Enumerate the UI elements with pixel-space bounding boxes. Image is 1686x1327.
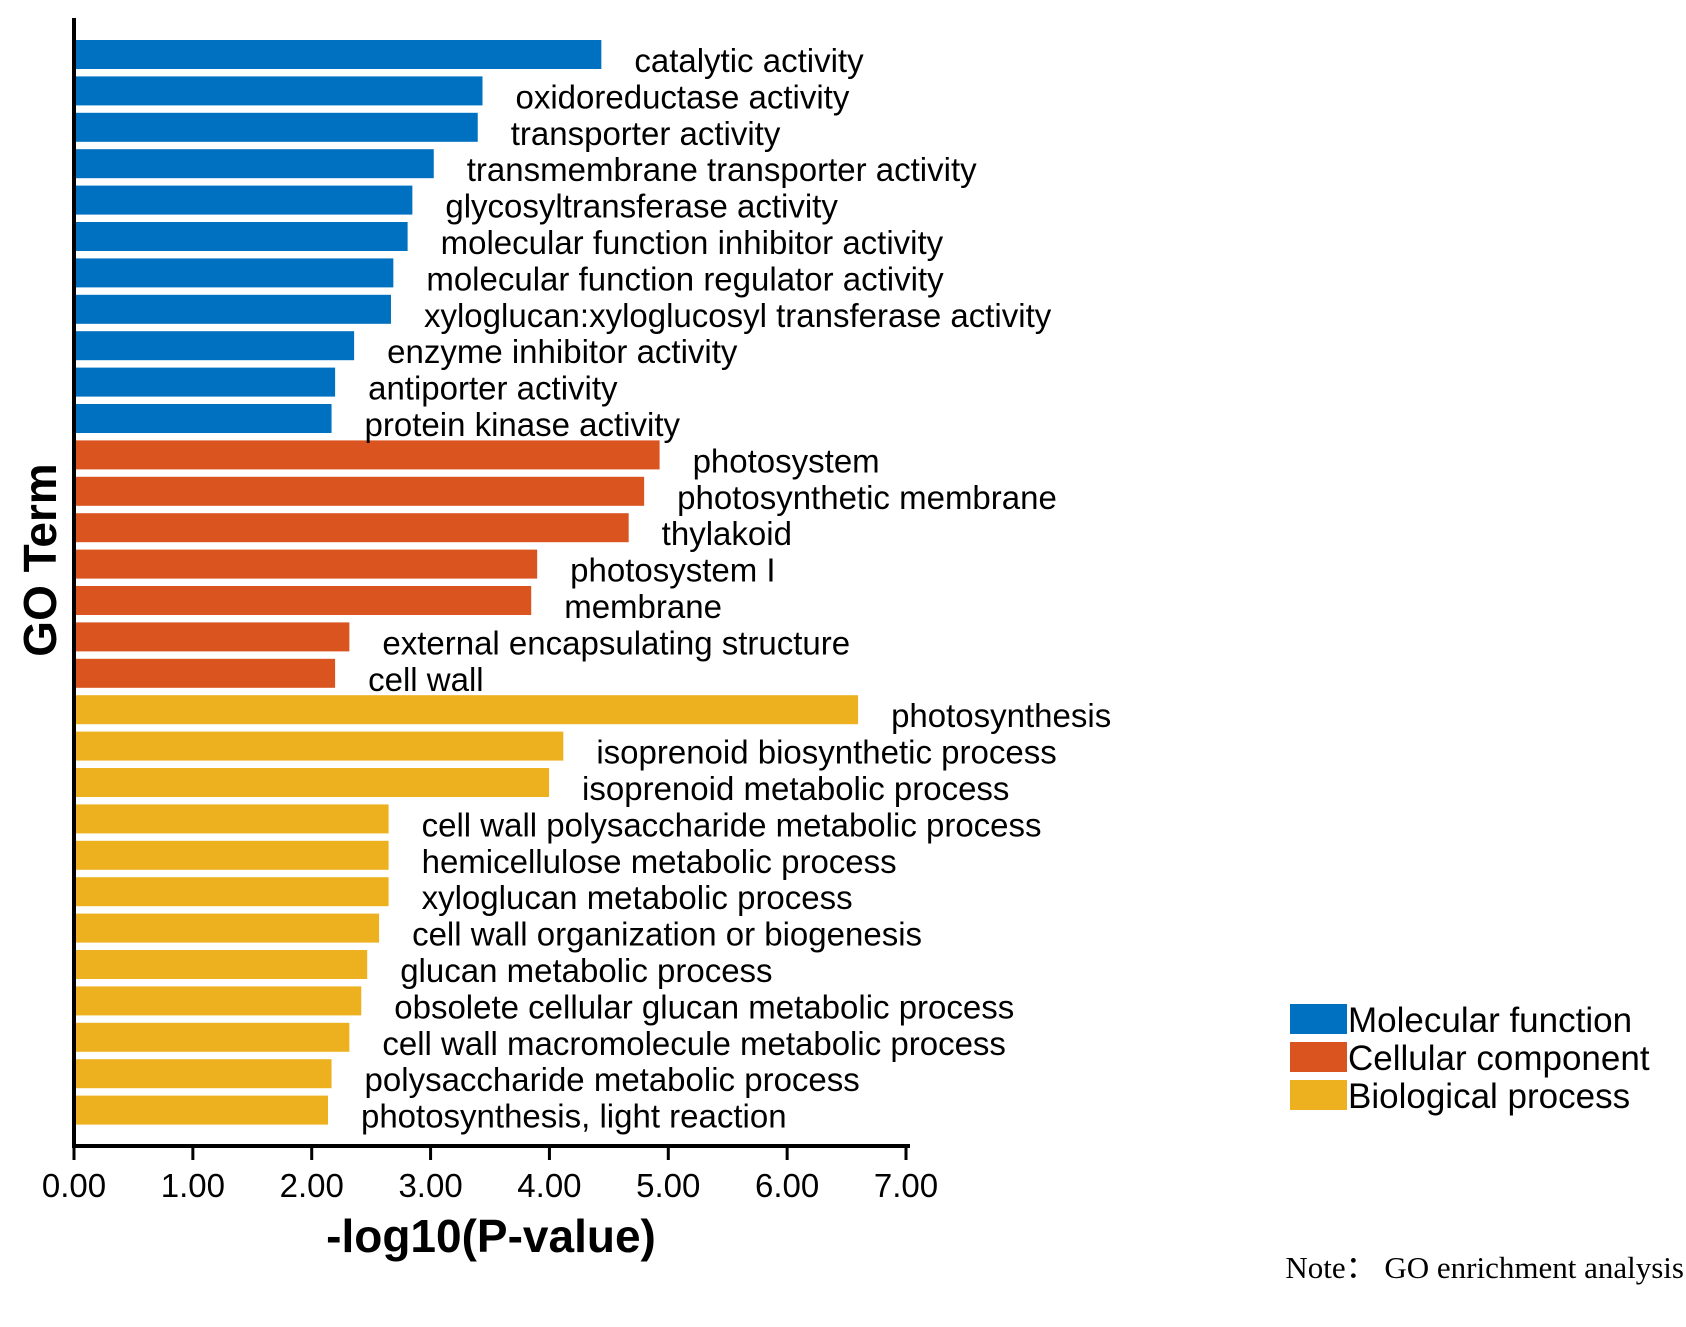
bar-label: molecular function regulator activity xyxy=(426,260,944,297)
bar xyxy=(76,549,538,579)
bar xyxy=(76,476,645,506)
bar xyxy=(76,40,602,69)
bar-label: photosystem xyxy=(693,442,880,479)
bar-label: glycosyltransferase activity xyxy=(445,188,838,225)
legend-label: Biological process xyxy=(1348,1077,1630,1116)
bar xyxy=(76,768,550,797)
bar-label: cell wall macromolecule metabolic proces… xyxy=(382,1025,1006,1062)
bar-label: photosystem I xyxy=(570,552,775,589)
bar xyxy=(76,149,434,179)
bar-label: hemicellulose metabolic process xyxy=(422,843,897,880)
legend-swatch xyxy=(1290,1042,1347,1072)
bar-label: xyloglucan metabolic process xyxy=(422,879,853,916)
bar-label: transmembrane transporter activity xyxy=(467,151,977,188)
bar xyxy=(76,950,368,979)
bar xyxy=(76,1095,328,1125)
bar-label: cell wall organization or biogenesis xyxy=(412,916,922,953)
bar xyxy=(76,440,660,470)
bar-label: photosynthesis xyxy=(891,697,1111,734)
legend-label: Molecular function xyxy=(1348,1001,1632,1040)
bar xyxy=(76,840,389,870)
x-tick-label: 2.00 xyxy=(280,1167,344,1204)
bar xyxy=(76,185,413,215)
bar-label: photosynthesis, light reaction xyxy=(361,1098,787,1135)
x-tick-label: 3.00 xyxy=(398,1167,462,1204)
bar-label: cell wall xyxy=(368,661,484,698)
bar xyxy=(76,112,478,142)
bar xyxy=(76,76,483,106)
bar xyxy=(76,404,332,433)
x-axis-title: -log10(P-value) xyxy=(326,1210,656,1262)
bar xyxy=(76,695,859,725)
x-ticks-group: 0.00 1.00 2.00 3.00 4.00 5.00 6.00 7.00 xyxy=(42,1146,938,1204)
bar xyxy=(76,586,532,615)
bar-label: transporter activity xyxy=(511,115,781,152)
bar xyxy=(76,331,355,361)
x-tick-label: 5.00 xyxy=(636,1167,700,1204)
bar-label: membrane xyxy=(564,588,722,625)
bar-label: isoprenoid metabolic process xyxy=(582,770,1009,807)
y-axis-title: GO Term xyxy=(14,463,66,656)
bar xyxy=(76,731,564,761)
bar-label: molecular function inhibitor activity xyxy=(441,224,944,261)
bar-label: catalytic activity xyxy=(634,42,864,79)
legend-swatch xyxy=(1290,1004,1347,1034)
bar-label: antiporter activity xyxy=(368,370,618,407)
bar-label: polysaccharide metabolic process xyxy=(365,1061,860,1098)
bar-label: protein kinase activity xyxy=(365,406,681,443)
bar xyxy=(76,622,350,652)
bar xyxy=(76,986,362,1016)
note-text: Note： GO enrichment analysis xyxy=(1285,1250,1684,1285)
bar xyxy=(76,877,389,907)
bar-label: enzyme inhibitor activity xyxy=(387,333,738,370)
bar xyxy=(76,258,394,288)
legend-label: Cellular component xyxy=(1348,1039,1650,1078)
legend-swatch xyxy=(1290,1080,1347,1110)
bar-label: glucan metabolic process xyxy=(400,952,772,989)
bar-label: thylakoid xyxy=(662,515,792,552)
bar-label: oxidoreductase activity xyxy=(515,78,849,115)
bar-label: cell wall polysaccharide metabolic proce… xyxy=(422,806,1042,843)
bar-label: external encapsulating structure xyxy=(382,624,850,661)
bar-label: photosynthetic membrane xyxy=(677,479,1057,516)
bar xyxy=(76,913,380,943)
bar-label: obsolete cellular glucan metabolic proce… xyxy=(394,988,1014,1025)
bar-label: isoprenoid biosynthetic process xyxy=(596,734,1056,771)
bar xyxy=(76,513,629,543)
bar xyxy=(76,658,336,688)
x-tick-label: 7.00 xyxy=(874,1167,938,1204)
bar-label: xyloglucan:xyloglucosyl transferase acti… xyxy=(424,297,1052,334)
x-tick-label: 6.00 xyxy=(755,1167,819,1204)
bar xyxy=(76,367,336,397)
bar xyxy=(76,1059,332,1089)
bar xyxy=(76,294,391,324)
bar xyxy=(76,1022,350,1052)
bar xyxy=(76,222,408,251)
x-tick-label: 1.00 xyxy=(161,1167,225,1204)
x-tick-label: 4.00 xyxy=(517,1167,581,1204)
x-tick-label: 0.00 xyxy=(42,1167,106,1204)
bar xyxy=(76,804,389,834)
bars-group xyxy=(76,40,859,1125)
